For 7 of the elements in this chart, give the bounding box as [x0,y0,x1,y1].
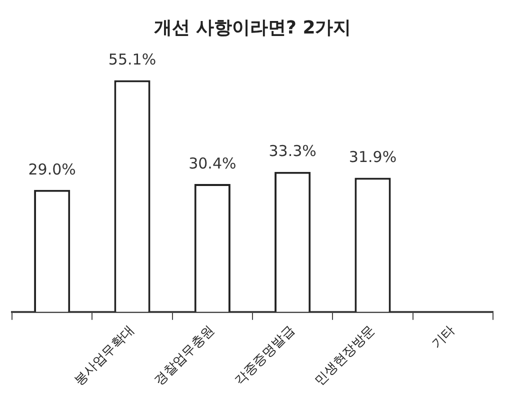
data-label: 55.1% [108,50,156,69]
x-tick-label: 기타 [429,322,458,352]
data-label: 33.3% [268,142,316,160]
data-label: 30.4% [188,154,236,172]
chart-title: 개선 사항이라면? 2가지 [154,17,352,38]
data-label: 31.9% [348,148,397,166]
data-label: 29.0% [28,160,76,178]
